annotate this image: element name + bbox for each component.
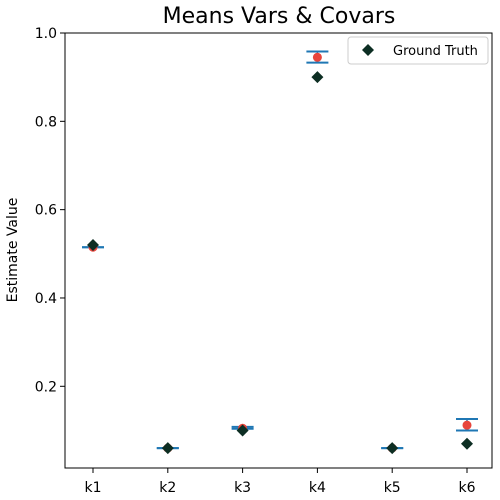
- x-tick-label: k5: [384, 480, 401, 496]
- x-tick-label: k4: [309, 480, 326, 496]
- y-tick-label: 1.0: [35, 26, 57, 42]
- x-tick-label: k3: [234, 480, 251, 496]
- ground-truth-point: [162, 442, 174, 454]
- y-tick-label: 0.4: [35, 291, 57, 307]
- estimate-point: [463, 421, 472, 430]
- legend: Ground Truth: [348, 37, 488, 64]
- estimate-point: [313, 53, 322, 62]
- y-axis-label: Estimate Value: [5, 198, 21, 303]
- legend-ground-truth-label: Ground Truth: [393, 44, 478, 59]
- ground-truth-point: [461, 438, 473, 450]
- x-tick-label: k2: [159, 480, 176, 496]
- x-tick-label: k1: [84, 480, 101, 496]
- ground-truth-point: [386, 442, 398, 454]
- plot-frame: [65, 33, 492, 468]
- y-tick-label: 0.8: [35, 114, 57, 130]
- ground-truth-point: [311, 71, 323, 83]
- y-tick-label: 0.2: [35, 379, 57, 395]
- plot-area: 0.2 0.4 0.6 0.8 1.0 k1 k2 k3 k4 k5 k6: [35, 26, 478, 496]
- y-tick-label: 0.6: [35, 203, 57, 219]
- ground-truth-point: [87, 239, 99, 251]
- chart-title: Means Vars & Covars: [163, 4, 396, 29]
- x-tick-label: k6: [458, 480, 475, 496]
